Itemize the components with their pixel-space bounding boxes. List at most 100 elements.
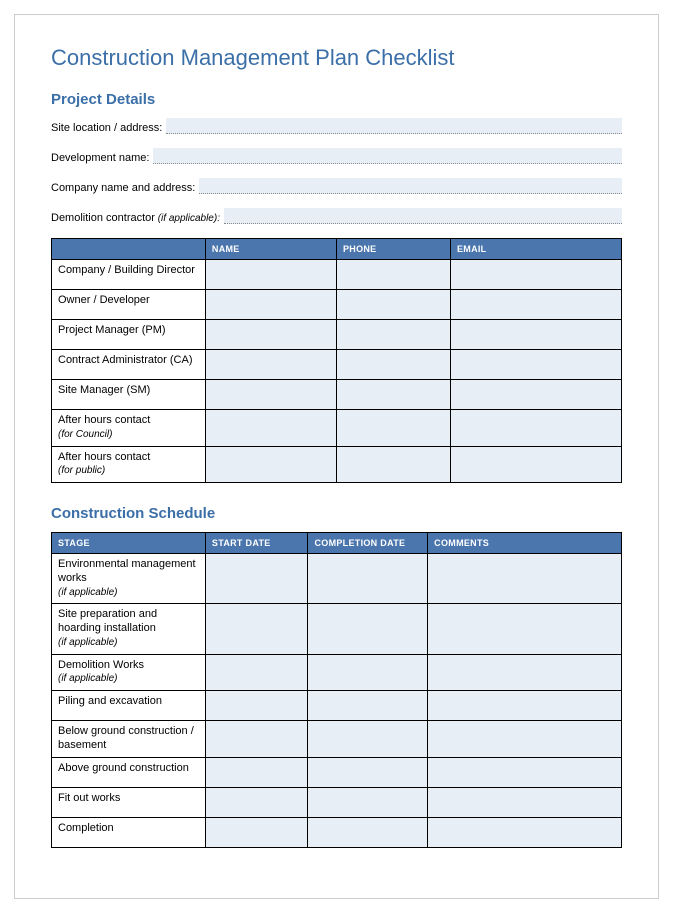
row-label-cell: Fit out works: [52, 787, 206, 817]
empty-cell[interactable]: [205, 320, 336, 350]
row-label-cell: Owner / Developer: [52, 290, 206, 320]
empty-cell[interactable]: [308, 654, 428, 691]
table-header-blank: [52, 239, 206, 260]
field-label: Demolition contractor (if applicable):: [51, 212, 224, 224]
empty-cell[interactable]: [308, 757, 428, 787]
document-page: Construction Management Plan Checklist P…: [14, 14, 659, 899]
empty-cell[interactable]: [308, 817, 428, 847]
empty-cell[interactable]: [428, 817, 622, 847]
empty-cell[interactable]: [205, 604, 308, 654]
field-company-name: Company name and address:: [51, 178, 622, 194]
empty-cell[interactable]: [308, 721, 428, 758]
empty-cell[interactable]: [428, 757, 622, 787]
field-label: Development name:: [51, 152, 153, 164]
document-title: Construction Management Plan Checklist: [51, 45, 622, 71]
contacts-table: NAME PHONE EMAIL Company / Building Dire…: [51, 238, 622, 483]
empty-cell[interactable]: [450, 350, 621, 380]
table-row: Owner / Developer: [52, 290, 622, 320]
empty-cell[interactable]: [428, 691, 622, 721]
empty-cell[interactable]: [205, 554, 308, 604]
row-label-cell: Project Manager (PM): [52, 320, 206, 350]
row-label-cell: Contract Administrator (CA): [52, 350, 206, 380]
table-row: Project Manager (PM): [52, 320, 622, 350]
field-input-line[interactable]: [199, 178, 622, 194]
empty-cell[interactable]: [336, 446, 450, 483]
schedule-table: STAGE START DATE COMPLETION DATE COMMENT…: [51, 532, 622, 848]
table-header-comments: COMMENTS: [428, 533, 622, 554]
empty-cell[interactable]: [336, 410, 450, 447]
row-label-cell: After hours contact(for Council): [52, 410, 206, 447]
table-row: Site Manager (SM): [52, 380, 622, 410]
empty-cell[interactable]: [205, 654, 308, 691]
table-row: Below ground construction / basement: [52, 721, 622, 758]
field-label-text: Demolition contractor: [51, 212, 155, 224]
table-row: Contract Administrator (CA): [52, 350, 622, 380]
empty-cell[interactable]: [308, 691, 428, 721]
table-row: After hours contact(for Council): [52, 410, 622, 447]
empty-cell[interactable]: [205, 691, 308, 721]
table-row: After hours contact(for public): [52, 446, 622, 483]
table-header-completion: COMPLETION DATE: [308, 533, 428, 554]
field-demolition-contractor: Demolition contractor (if applicable):: [51, 208, 622, 224]
table-row: Above ground construction: [52, 757, 622, 787]
empty-cell[interactable]: [205, 380, 336, 410]
row-label-cell: Above ground construction: [52, 757, 206, 787]
empty-cell[interactable]: [428, 554, 622, 604]
empty-cell[interactable]: [450, 446, 621, 483]
row-label-cell: Completion: [52, 817, 206, 847]
empty-cell[interactable]: [308, 604, 428, 654]
section-heading-schedule: Construction Schedule: [51, 505, 622, 522]
empty-cell[interactable]: [450, 320, 621, 350]
table-header-phone: PHONE: [336, 239, 450, 260]
empty-cell[interactable]: [308, 787, 428, 817]
field-site-location: Site location / address:: [51, 118, 622, 134]
empty-cell[interactable]: [336, 350, 450, 380]
row-label-cell: Demolition Works(if applicable): [52, 654, 206, 691]
field-development-name: Development name:: [51, 148, 622, 164]
row-label-cell: Below ground construction / basement: [52, 721, 206, 758]
empty-cell[interactable]: [428, 721, 622, 758]
table-row: Fit out works: [52, 787, 622, 817]
row-label-cell: After hours contact(for public): [52, 446, 206, 483]
table-row: Demolition Works(if applicable): [52, 654, 622, 691]
empty-cell[interactable]: [205, 721, 308, 758]
empty-cell[interactable]: [428, 654, 622, 691]
empty-cell[interactable]: [428, 604, 622, 654]
row-label-cell: Piling and excavation: [52, 691, 206, 721]
table-row: Piling and excavation: [52, 691, 622, 721]
field-label: Site location / address:: [51, 122, 166, 134]
table-header-email: EMAIL: [450, 239, 621, 260]
field-label: Company name and address:: [51, 182, 199, 194]
row-label-cell: Site preparation and hoarding installati…: [52, 604, 206, 654]
empty-cell[interactable]: [450, 260, 621, 290]
row-label-cell: Environmental management works(if applic…: [52, 554, 206, 604]
empty-cell[interactable]: [205, 350, 336, 380]
field-input-line[interactable]: [153, 148, 622, 164]
empty-cell[interactable]: [205, 290, 336, 320]
empty-cell[interactable]: [205, 787, 308, 817]
empty-cell[interactable]: [205, 446, 336, 483]
empty-cell[interactable]: [205, 410, 336, 447]
empty-cell[interactable]: [205, 817, 308, 847]
empty-cell[interactable]: [308, 554, 428, 604]
empty-cell[interactable]: [450, 410, 621, 447]
empty-cell[interactable]: [336, 320, 450, 350]
empty-cell[interactable]: [450, 290, 621, 320]
table-row: Site preparation and hoarding installati…: [52, 604, 622, 654]
empty-cell[interactable]: [205, 757, 308, 787]
empty-cell[interactable]: [336, 290, 450, 320]
empty-cell[interactable]: [450, 380, 621, 410]
field-input-line[interactable]: [224, 208, 622, 224]
table-header-start: START DATE: [205, 533, 308, 554]
empty-cell[interactable]: [336, 380, 450, 410]
empty-cell[interactable]: [428, 787, 622, 817]
field-input-line[interactable]: [166, 118, 622, 134]
empty-cell[interactable]: [336, 260, 450, 290]
section-heading-details: Project Details: [51, 91, 622, 108]
table-header-name: NAME: [205, 239, 336, 260]
empty-cell[interactable]: [205, 260, 336, 290]
field-label-note: (if applicable):: [155, 213, 220, 224]
row-label-cell: Site Manager (SM): [52, 380, 206, 410]
table-header-stage: STAGE: [52, 533, 206, 554]
table-row: Completion: [52, 817, 622, 847]
